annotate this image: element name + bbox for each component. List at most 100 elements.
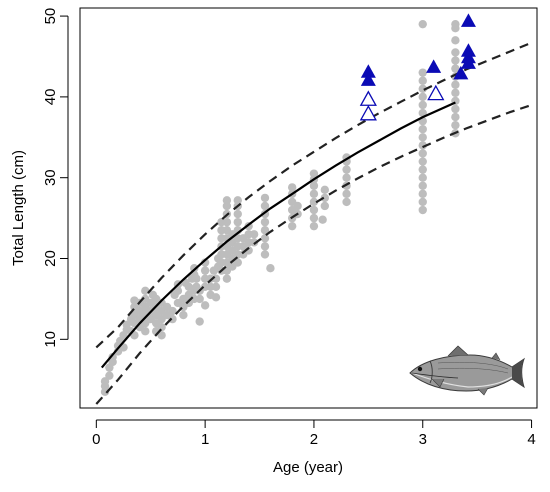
data-point	[451, 88, 460, 98]
fitted-curve	[100, 101, 456, 369]
data-point	[418, 68, 427, 77]
data-point	[418, 76, 427, 85]
y-tick-label: 50	[42, 8, 59, 25]
data-point	[260, 201, 270, 211]
data-point	[233, 258, 242, 267]
data-point	[266, 264, 275, 273]
data-point	[287, 221, 297, 231]
data-point	[108, 352, 117, 362]
filled-triangle-point	[360, 72, 376, 86]
open-triangle-point	[359, 90, 377, 106]
data-point	[320, 193, 330, 203]
data-point	[418, 92, 427, 102]
fish-icon	[409, 345, 526, 396]
data-point	[418, 19, 427, 29]
data-point	[233, 217, 242, 227]
data-point	[418, 141, 427, 150]
data-point	[342, 189, 351, 199]
data-point	[233, 209, 242, 219]
data-point	[320, 201, 330, 211]
data-point	[200, 301, 210, 310]
data-point	[233, 196, 242, 205]
data-point	[451, 80, 460, 89]
filled-triangle-point	[453, 65, 469, 80]
data-point	[451, 19, 460, 29]
x-axis-title: Age (year)	[273, 459, 343, 476]
data-point	[260, 217, 270, 227]
data-point	[141, 286, 150, 296]
y-axis-title: Total Length (cm)	[10, 150, 27, 266]
data-point	[418, 189, 427, 199]
x-tick-label: 0	[92, 431, 100, 448]
data-point	[342, 197, 351, 207]
data-point	[195, 294, 204, 304]
data-point	[141, 327, 150, 336]
lower-bound-line	[95, 103, 532, 405]
x-tick-label: 2	[310, 431, 318, 448]
data-point	[260, 226, 270, 235]
data-point	[157, 331, 166, 340]
data-point	[309, 197, 319, 207]
data-point	[173, 286, 183, 296]
y-axis: 10 20 30 40 50	[42, 8, 69, 348]
data-point	[309, 221, 319, 231]
data-point	[211, 282, 221, 291]
data-point	[418, 100, 427, 110]
filled-triangle-point	[426, 59, 442, 73]
x-tick-label: 4	[527, 431, 535, 448]
fit-lines	[95, 41, 533, 405]
data-point	[418, 133, 427, 142]
data-point	[309, 181, 319, 190]
data-points	[100, 19, 460, 397]
data-point	[451, 64, 460, 73]
data-point	[318, 215, 327, 224]
x-tick-label: 3	[419, 431, 427, 448]
data-point	[260, 193, 270, 203]
data-point	[418, 125, 427, 134]
data-point	[244, 246, 253, 255]
data-point	[293, 201, 302, 211]
data-point	[157, 322, 166, 332]
data-point	[260, 250, 270, 259]
upper-bound-line	[95, 41, 533, 349]
data-point	[418, 197, 427, 207]
data-point	[342, 165, 351, 174]
data-point	[418, 181, 427, 190]
data-point	[451, 120, 460, 130]
data-point	[100, 377, 110, 386]
data-point	[260, 242, 270, 251]
data-point	[309, 169, 319, 178]
triangle-markers	[359, 13, 476, 121]
data-point	[418, 165, 427, 174]
open-triangle-point	[427, 84, 445, 101]
data-point	[451, 48, 460, 57]
data-point	[222, 217, 232, 227]
open-triangle-point	[359, 104, 377, 121]
x-axis: 0 1 2 3 4	[92, 419, 536, 448]
filled-triangle-point	[360, 64, 376, 78]
data-point	[451, 104, 460, 114]
data-point	[249, 238, 259, 247]
data-point	[309, 189, 319, 199]
y-tick-label: 30	[42, 169, 59, 186]
data-point	[287, 183, 297, 192]
data-point	[211, 293, 221, 302]
data-point	[309, 205, 319, 215]
filled-triangle-point	[460, 13, 476, 27]
data-point	[418, 157, 427, 166]
data-point	[192, 274, 201, 283]
y-tick-label: 20	[42, 250, 59, 267]
data-point	[222, 274, 232, 283]
data-point	[168, 306, 177, 316]
data-point	[451, 36, 460, 45]
data-point	[320, 185, 330, 195]
data-point	[418, 205, 427, 215]
filled-triangle-point	[460, 55, 476, 69]
data-point	[249, 230, 259, 239]
data-point	[342, 173, 351, 182]
data-point	[200, 266, 210, 275]
data-point	[195, 317, 204, 326]
y-tick-label: 40	[42, 89, 59, 106]
data-point	[179, 310, 188, 320]
